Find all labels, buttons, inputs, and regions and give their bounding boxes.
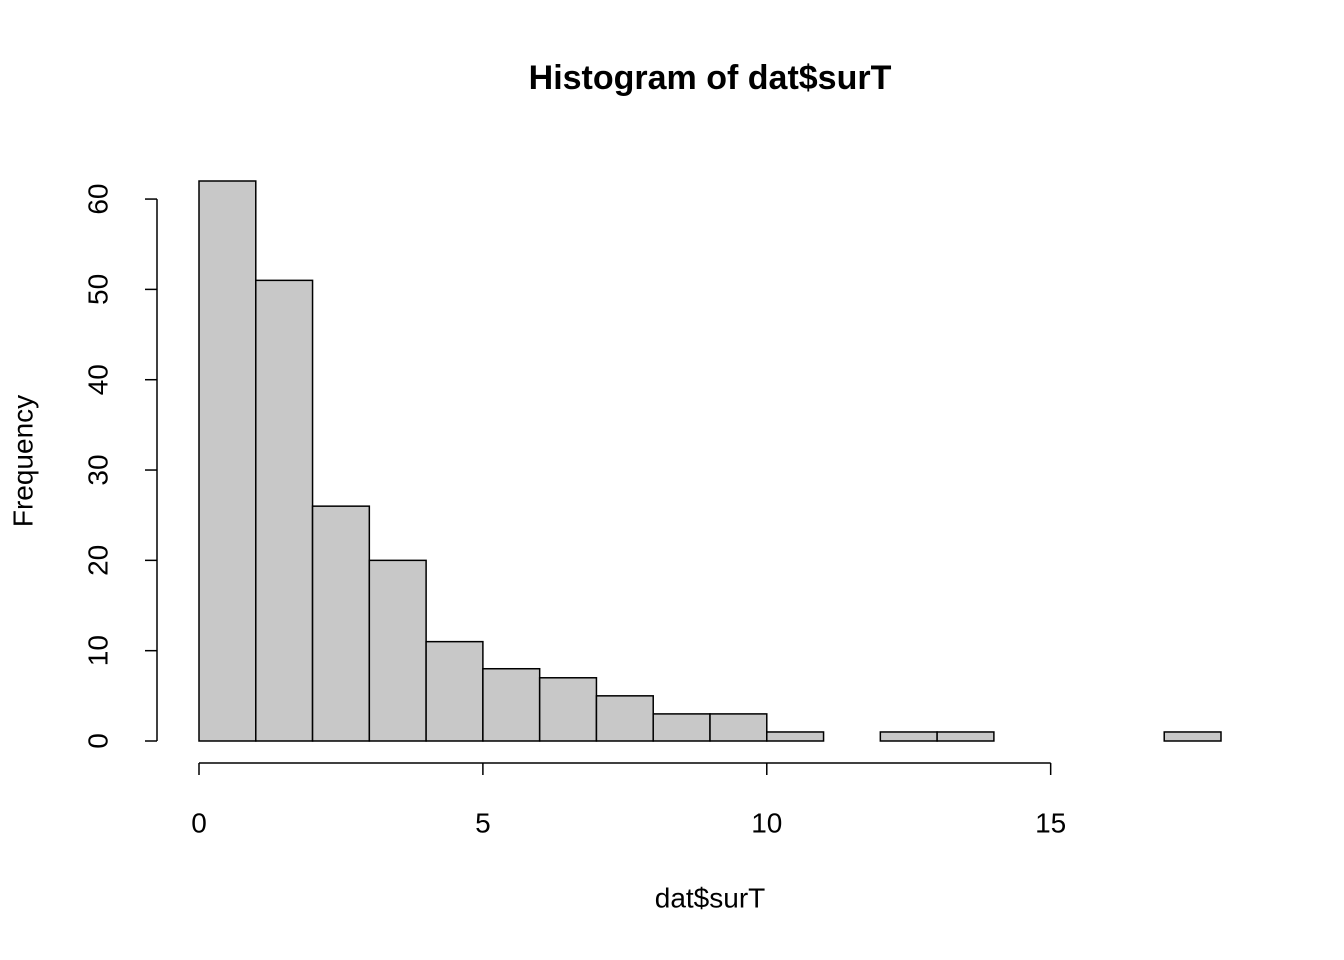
bar xyxy=(936,731,995,742)
x-tick-label: 10 xyxy=(751,807,782,838)
bar xyxy=(652,713,711,742)
bar xyxy=(709,713,768,742)
bar xyxy=(255,279,314,742)
bar xyxy=(1163,731,1222,742)
bar xyxy=(368,559,427,742)
y-tick-label: 40 xyxy=(82,364,113,395)
y-tick-label: 30 xyxy=(82,454,113,485)
bar xyxy=(766,731,825,742)
bar xyxy=(482,667,541,742)
x-tick-label: 5 xyxy=(475,807,491,838)
x-axis-label: dat$surT xyxy=(655,882,766,913)
bar xyxy=(595,695,654,742)
y-tick-label: 60 xyxy=(82,183,113,214)
chart-title: Histogram of dat$surT xyxy=(529,59,892,97)
y-tick-label: 10 xyxy=(82,635,113,666)
y-tick-label: 20 xyxy=(82,545,113,576)
y-axis-label: Frequency xyxy=(7,395,38,527)
bar xyxy=(425,640,484,742)
bar xyxy=(311,505,371,742)
bar xyxy=(198,180,257,742)
bar xyxy=(879,731,938,742)
bar xyxy=(538,677,598,742)
y-tick-label: 0 xyxy=(82,733,113,749)
x-tick-label: 0 xyxy=(191,807,207,838)
x-tick-label: 15 xyxy=(1035,807,1066,838)
y-tick-label: 50 xyxy=(82,274,113,305)
